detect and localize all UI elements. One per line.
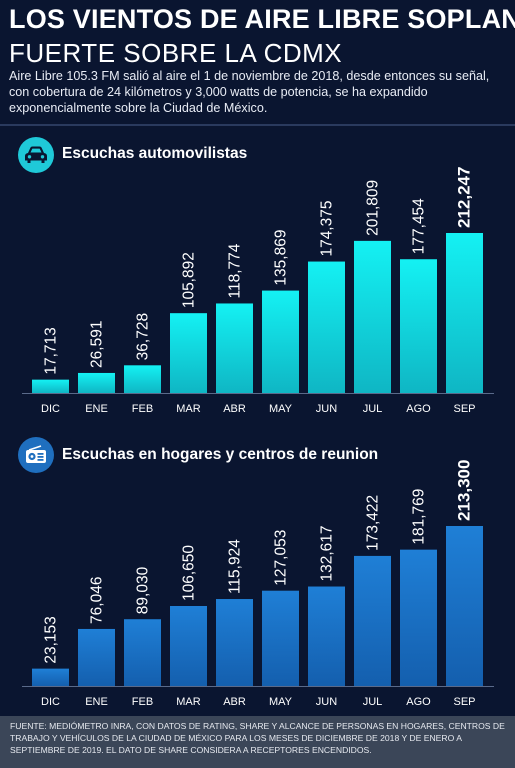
bar-jul [354,240,391,393]
category-label-jun: JUN [316,403,337,415]
value-label-feb: 89,030 [135,566,152,614]
chart-automovilistas: 17,713 DIC 26,591 ENE 36,728 FEB 105,892 MAR 118… [22,167,494,415]
category-label-may: MAY [269,403,293,415]
intro-paragraph: Aire Libre 105.3 FM salió al aire el 1 d… [9,69,490,115]
category-label-jul: JUL [363,696,383,708]
value-label-may: 127,053 [273,530,290,586]
bar-feb [124,619,161,686]
value-label-mar: 106,650 [181,545,198,601]
value-label-abr: 118,774 [227,243,244,298]
bar-may [262,590,299,686]
footer-source: FUENTE: MEDIÓMETRO INRA, CON DATOS DE RA… [0,716,515,768]
value-label-jun: 174,375 [319,201,336,257]
bar-sep [446,233,483,393]
bar-ago [400,549,437,686]
category-label-feb: FEB [132,403,153,415]
section-title-hogares: Escuchas en hogares y centros de reunion [62,446,379,463]
category-label-feb: FEB [132,696,153,708]
car-icon [18,137,54,173]
bar-ago [400,259,437,393]
value-label-feb: 36,728 [135,313,152,360]
value-label-jun: 132,617 [319,525,336,581]
category-label-abr: ABR [223,403,246,415]
bar-ene [78,372,115,393]
value-label-may: 135,869 [273,230,290,286]
value-label-mar: 105,892 [181,252,198,308]
bar-jul [354,555,391,686]
value-label-abr: 115,924 [227,539,244,594]
radio-icon [18,437,54,473]
category-label-sep: SEP [453,696,475,708]
category-label-ago: AGO [406,403,431,415]
footer-text: FUENTE: MEDIÓMETRO INRA, CON DATOS DE RA… [10,721,505,755]
category-label-mar: MAR [176,403,201,415]
value-label-jul: 201,809 [365,180,382,236]
header-divider [0,124,515,126]
value-label-dic: 17,713 [43,327,60,374]
value-label-ago: 181,769 [411,489,428,545]
category-label-abr: ABR [223,696,246,708]
category-label-ene: ENE [85,696,108,708]
value-label-sep: 213,300 [455,460,474,521]
value-label-ene: 26,591 [89,321,106,368]
value-label-dic: 23,153 [43,616,60,663]
category-label-dic: DIC [41,696,60,708]
category-label-dic: DIC [41,403,60,415]
category-label-sep: SEP [453,403,475,415]
bar-abr [216,599,253,686]
bar-dic [32,668,69,686]
value-label-ago: 177,454 [411,198,428,254]
category-label-ene: ENE [85,403,108,415]
bar-feb [124,365,161,393]
bar-dic [32,379,69,393]
section-title-automovilistas: Escuchas automovilistas [62,145,248,162]
page-title: LOS VIENTOS DE AIRE LIBRE SOPLAN [9,4,515,34]
value-label-jul: 173,422 [365,495,382,551]
bar-mar [170,313,207,393]
category-label-mar: MAR [176,696,201,708]
value-label-sep: 212,247 [455,167,474,228]
chart-hogares: 23,153 DIC 76,046 ENE 89,030 FEB 106,650 MAR 115… [22,460,494,708]
bar-may [262,290,299,393]
category-label-ago: AGO [406,696,431,708]
value-label-ene: 76,046 [89,577,106,624]
category-label-jun: JUN [316,696,337,708]
bar-sep [446,526,483,686]
category-label-may: MAY [269,696,293,708]
bar-jun [308,261,345,393]
bar-abr [216,303,253,393]
bar-mar [170,606,207,686]
page-subtitle: FUERTE SOBRE LA CDMX [9,38,343,68]
category-label-jul: JUL [363,403,383,415]
bar-jun [308,586,345,686]
bar-ene [78,628,115,686]
